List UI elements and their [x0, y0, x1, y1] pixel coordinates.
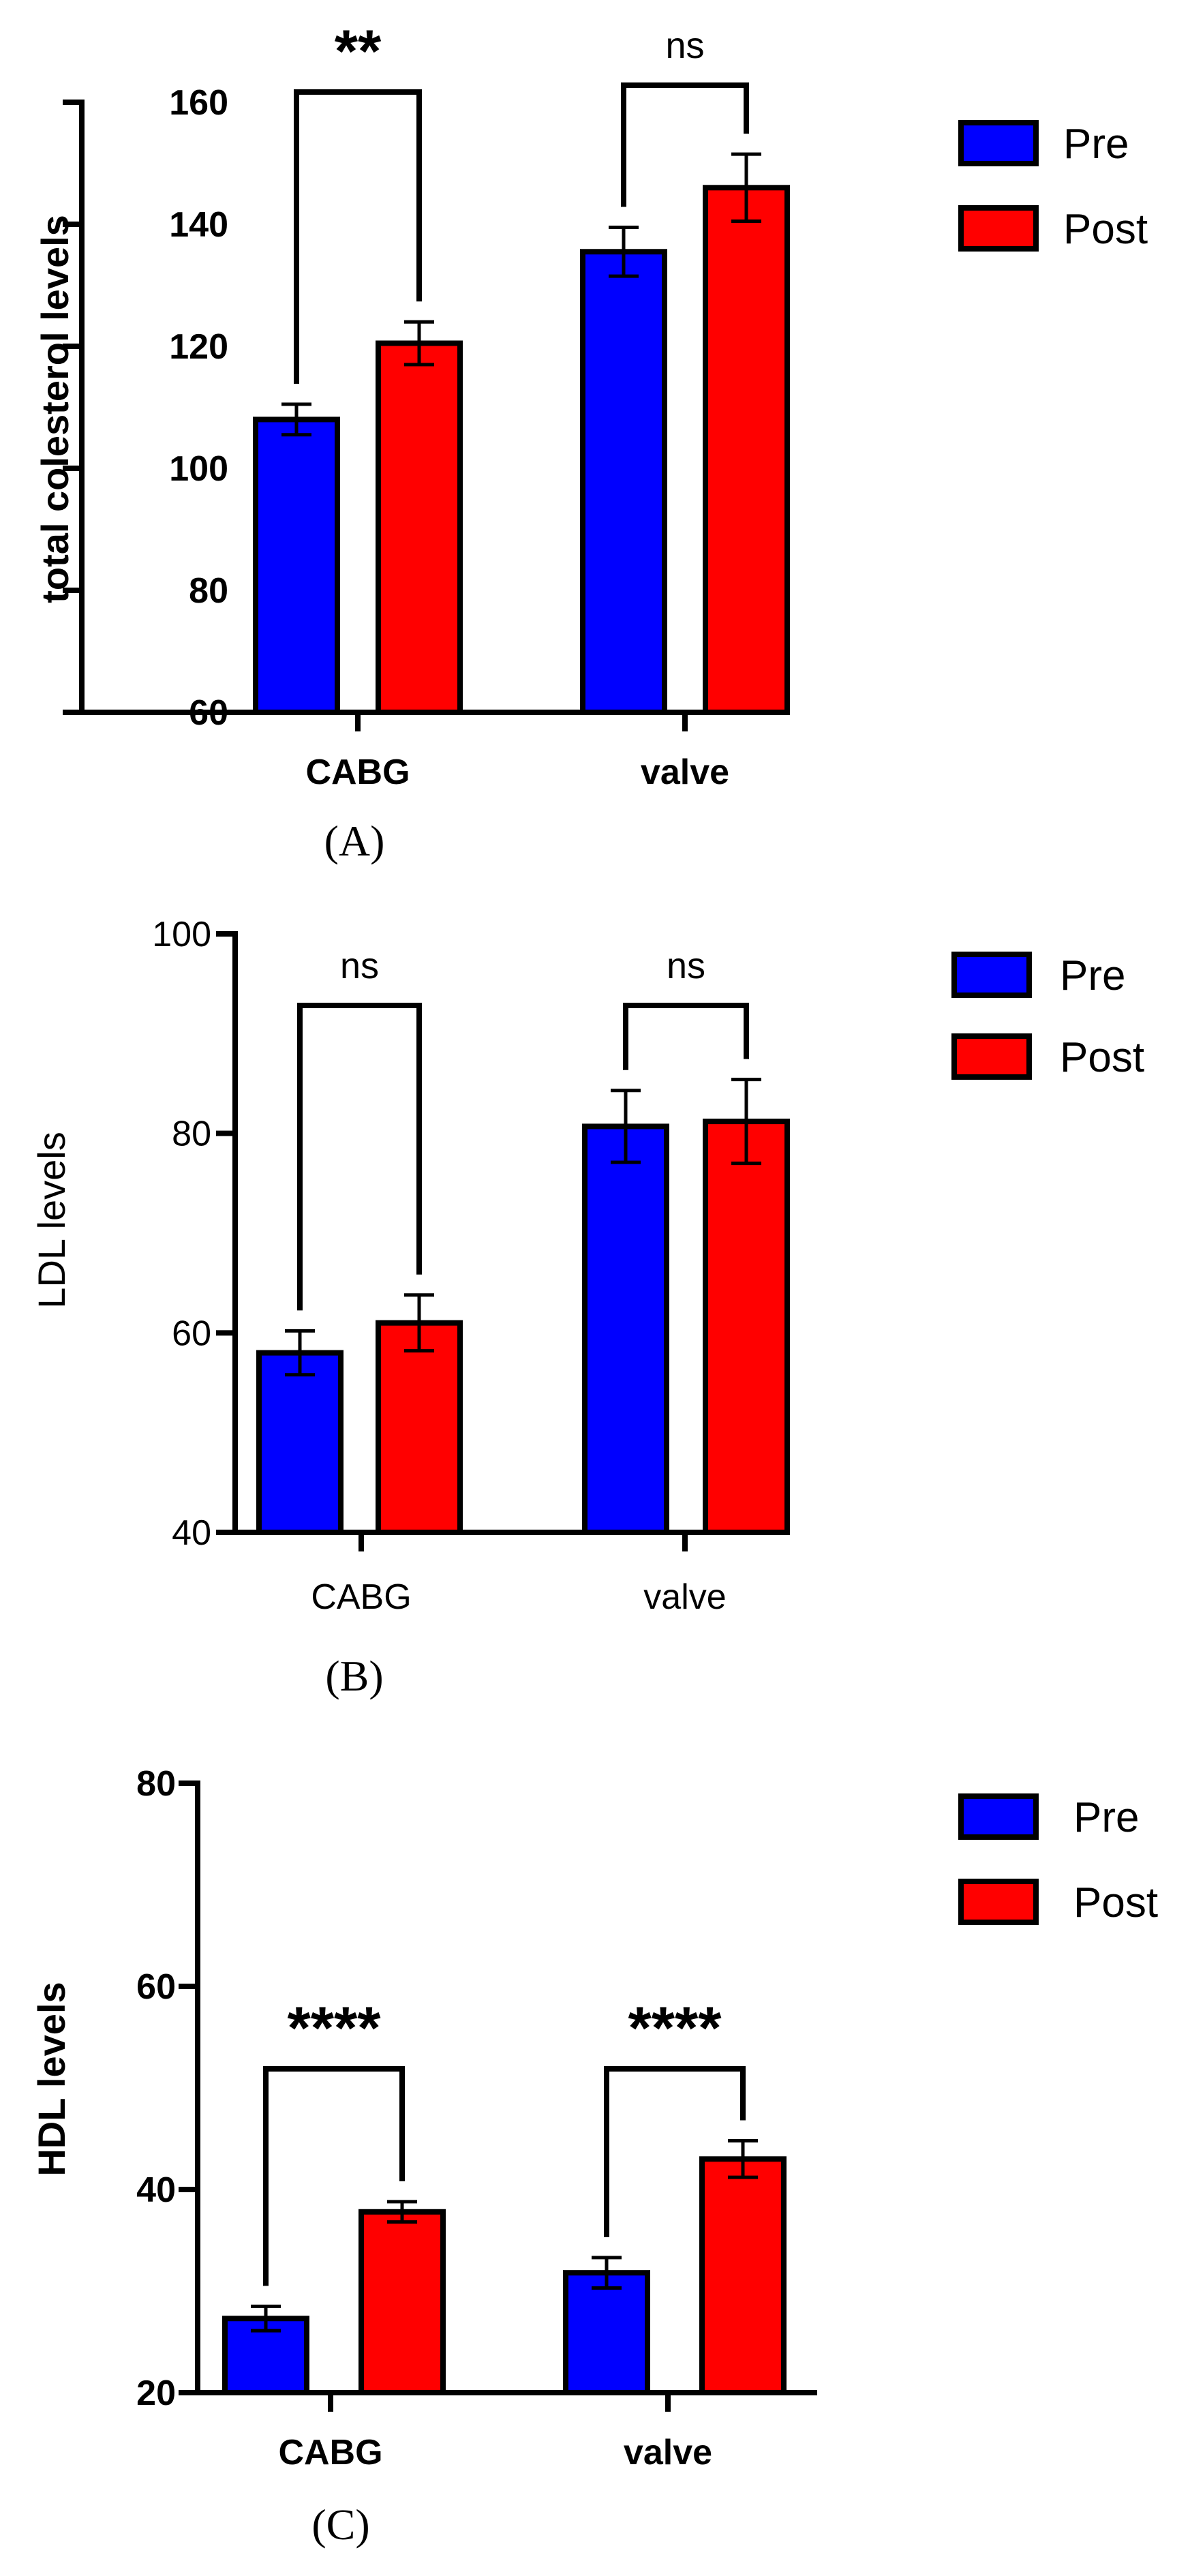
- legend-swatch-post: [958, 205, 1039, 252]
- y-tick-label-60: 60: [136, 1967, 176, 2007]
- significance-bracket-cabg: [297, 1003, 422, 1311]
- panel-label: (C): [311, 2500, 369, 2549]
- legend-label-pre: Pre: [1063, 121, 1129, 168]
- legend-label-pre: Pre: [1073, 1794, 1139, 1841]
- x-tick-label-cabg: CABG: [278, 2433, 382, 2472]
- significance-label-valve: ****: [628, 1994, 722, 2061]
- error-bar-pre-valve: [609, 225, 639, 278]
- legend-label-post: Post: [1063, 206, 1148, 253]
- significance-bracket-valve: [623, 1003, 749, 1070]
- error-bar-pre-valve: [611, 1089, 641, 1164]
- y-tick-label-120: 120: [169, 327, 228, 367]
- x-tick-label-valve: valve: [643, 1577, 726, 1617]
- bar-post-valve: [703, 185, 790, 715]
- y-tick-label-100: 100: [152, 915, 211, 954]
- bar-post-cabg: [376, 1320, 463, 1535]
- y-axis-label: LDL levels: [30, 1132, 73, 1308]
- chart-panel-0: 60 80 100 120 140 160 CABG valve total colestero…: [33, 17, 1148, 865]
- y-tick-label-100: 100: [169, 449, 228, 489]
- error-bar-post-cabg: [404, 320, 434, 367]
- significance-bracket-cabg: [294, 89, 422, 384]
- legend-swatch-post: [958, 1879, 1039, 1925]
- y-tick-label-80: 80: [136, 1764, 176, 1804]
- y-axis-label: total colesterol levels: [33, 215, 76, 603]
- significance-label-cabg: ns: [340, 945, 379, 986]
- bar-post-valve: [703, 1119, 790, 1535]
- error-bar-post-cabg: [387, 2200, 417, 2224]
- error-bar-post-valve: [731, 1078, 761, 1166]
- bar-pre-cabg: [256, 1350, 344, 1535]
- error-bar-pre-valve: [592, 2256, 622, 2290]
- significance-label-cabg: **: [335, 17, 382, 85]
- significance-label-cabg: ****: [288, 1994, 382, 2061]
- legend-swatch-post: [951, 1033, 1032, 1080]
- error-bar-pre-cabg: [251, 2304, 281, 2333]
- significance-label-valve: ns: [667, 945, 705, 986]
- legend-swatch-pre: [958, 1793, 1039, 1840]
- bar-post-cabg: [358, 2209, 446, 2396]
- legend-label-post: Post: [1060, 1034, 1144, 1081]
- x-tick-label-cabg: CABG: [305, 753, 410, 792]
- error-bar-post-valve: [731, 152, 761, 224]
- legend-label-pre: Pre: [1060, 952, 1125, 999]
- y-tick-label-60: 60: [189, 693, 228, 733]
- y-tick-label-60: 60: [172, 1314, 211, 1353]
- panel-label: (B): [325, 1652, 383, 1700]
- bar-pre-valve: [563, 2270, 650, 2395]
- chart-panel-2: 20 40 60 80 CABG valve HDL levels **** **** Pre Po…: [30, 1764, 1158, 2549]
- panel-label: (A): [324, 817, 385, 865]
- error-bar-pre-cabg: [281, 402, 311, 437]
- y-axis-label: HDL levels: [30, 1982, 73, 2176]
- legend-swatch-pre: [951, 952, 1032, 998]
- y-tick-label-160: 160: [169, 83, 228, 123]
- y-tick-label-80: 80: [172, 1115, 211, 1154]
- bar-pre-valve: [580, 249, 667, 715]
- y-tick-label-20: 20: [136, 2374, 176, 2413]
- legend-label-post: Post: [1073, 1879, 1158, 1926]
- error-bar-pre-cabg: [285, 1329, 315, 1377]
- bar-pre-valve: [582, 1123, 669, 1535]
- error-bar-post-cabg: [404, 1293, 434, 1353]
- legend-swatch-pre: [958, 120, 1039, 166]
- significance-bracket-cabg: [263, 2066, 405, 2286]
- significance-bracket-valve: [621, 82, 749, 207]
- significance-bracket-valve: [604, 2066, 746, 2237]
- error-bar-post-valve: [728, 2138, 758, 2179]
- y-tick-label-80: 80: [189, 571, 228, 611]
- chart-panel-1: 40 60 80 100 CABG valve LDL levels ns ns Pre Post (…: [30, 915, 1144, 1700]
- significance-label-valve: ns: [665, 25, 704, 66]
- bar-pre-cabg: [253, 416, 340, 716]
- bar-post-valve: [699, 2156, 787, 2396]
- x-tick-label-valve: valve: [624, 2433, 712, 2472]
- x-tick-label-cabg: CABG: [311, 1577, 411, 1617]
- y-tick-label-40: 40: [172, 1513, 211, 1553]
- y-tick-label-40: 40: [136, 2170, 176, 2210]
- y-tick-label-140: 140: [169, 205, 228, 245]
- x-tick-label-valve: valve: [641, 753, 729, 792]
- bar-post-cabg: [376, 340, 463, 715]
